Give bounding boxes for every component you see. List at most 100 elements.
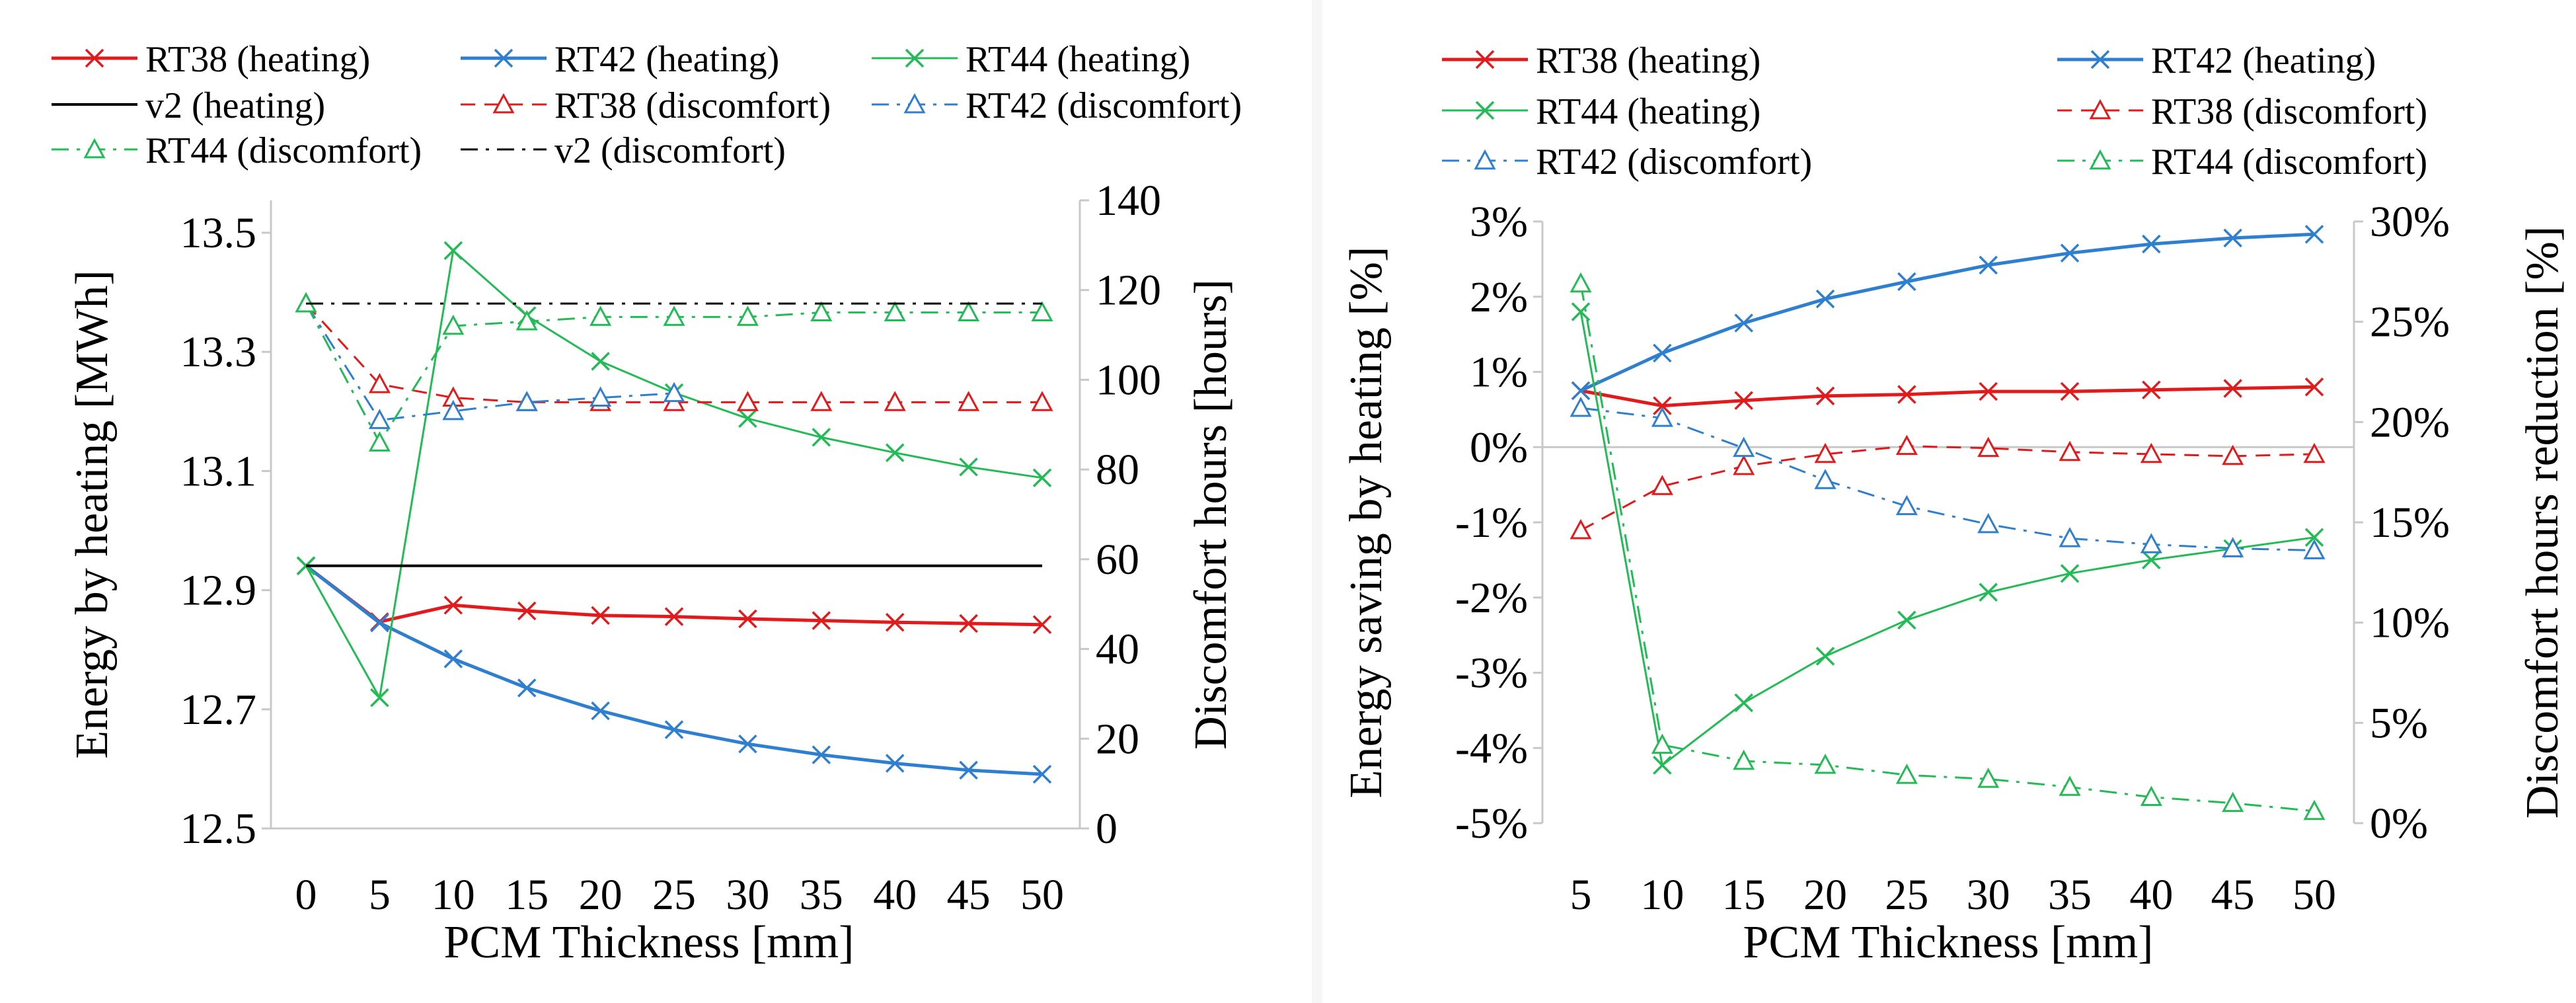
data-point-rt38-heating (812, 611, 831, 630)
series-rt42-heating (1571, 225, 2324, 401)
legend-label-rt38-discomfort: RT38 (discomfort) (2151, 91, 2427, 132)
legend-item-rt44-discomfort: RT44 (discomfort) (2057, 141, 2427, 182)
data-point-rt42-heating (1897, 272, 1916, 292)
left-tick-label: 13.3 (180, 328, 257, 376)
legend-marker-rt44-heating (905, 48, 925, 68)
legend: RT38 (heating) RT42 (heating) RT44 (heatin… (52, 39, 1242, 171)
x-tick-label: 20 (1803, 871, 1847, 919)
series-rt38-heating (296, 556, 1052, 634)
x-axis-title: PCM Thickness [mm] (1743, 917, 2154, 968)
x-tick-label: 0 (295, 871, 317, 919)
series-line-rt38-heating (1580, 385, 2315, 408)
data-point-rt38-heating (2304, 378, 2324, 397)
data-point-rt38-heating (1653, 396, 1672, 415)
left-tick-label: 13.1 (180, 447, 257, 495)
x-tick-label: 10 (1640, 871, 1684, 919)
data-point-rt44-discomfort (1733, 749, 1755, 770)
data-point-rt42-heating (959, 760, 978, 780)
panel-divider (1312, 0, 1322, 1003)
data-point-rt38-heating (1897, 385, 1916, 404)
data-point-rt38-discomfort (1651, 475, 1673, 495)
left-tick-label: 0% (1470, 423, 1528, 471)
data-point-rt38-discomfort (736, 391, 759, 411)
data-point-rt38-heating (443, 596, 463, 615)
data-point-rt44-discomfort (2140, 785, 2162, 806)
x-tick-label: 45 (947, 871, 991, 919)
data-point-rt42-discomfort (2303, 539, 2326, 559)
legend-marker-rt38-discomfort (492, 93, 515, 114)
legend-marker-rt42-discomfort (1474, 149, 1496, 170)
data-point-rt38-discomfort (2222, 444, 2244, 465)
x-tick-label: 10 (432, 871, 475, 919)
right-tick-label: 20% (2370, 398, 2450, 446)
data-point-rt38-discomfort (1570, 518, 1592, 540)
data-point-rt38-heating (1815, 386, 1835, 406)
series-rt42-discomfort (1570, 396, 2326, 559)
data-point-rt38-heating (738, 609, 757, 629)
left-axis-title: Energy saving by heating [%] (1341, 247, 1392, 799)
legend-item-v2-heating: v2 (heating) (52, 85, 325, 126)
legend-marker-rt38-heating (1475, 50, 1495, 69)
x-tick-label: 30 (1967, 871, 2010, 919)
data-point-rt44-discomfort (2222, 791, 2244, 813)
data-point-rt44-heating (738, 409, 757, 428)
data-point-rt42-discomfort (589, 386, 612, 407)
data-point-rt42-heating (1653, 343, 1672, 363)
legend-item-rt44-heating: RT44 (heating) (872, 39, 1190, 80)
legend-item-rt38-discomfort: RT38 (discomfort) (2057, 91, 2427, 132)
data-point-rt44-heating (591, 352, 610, 371)
data-point-rt38-discomfort (1733, 454, 1755, 475)
series-line-rt42-heating (305, 564, 1043, 776)
data-point-rt42-heating (2060, 243, 2080, 263)
legend-marker-rt42-heating (494, 48, 513, 68)
data-point-rt42-heating (664, 720, 684, 739)
data-point-rt44-discomfort (1895, 764, 1918, 784)
legend-label-rt42-heating: RT42 (heating) (554, 39, 779, 80)
data-point-rt42-heating (443, 649, 463, 668)
legend-label-rt42-discomfort: RT42 (discomfort) (966, 85, 1242, 126)
data-point-rt44-heating (1571, 302, 1591, 321)
data-point-rt38-heating (1734, 391, 1753, 410)
data-point-rt38-heating (664, 607, 684, 626)
data-point-rt42-heating (1979, 255, 1998, 275)
data-point-rt42-heating (370, 613, 389, 633)
data-point-rt44-heating (1032, 468, 1052, 487)
right-axis-title: Discomfort hours [hours] (1186, 279, 1236, 750)
legend-label-rt42-discomfort: RT42 (discomfort) (1536, 141, 1812, 182)
legend-item-rt38-heating: RT38 (heating) (1442, 40, 1761, 81)
data-point-rt44-heating (1897, 610, 1916, 630)
left-tick-label: -1% (1455, 499, 1528, 547)
series-line-rt44-heating (1579, 311, 2315, 766)
right-tick-label: 120 (1096, 266, 1161, 315)
series-rt44-discomfort (295, 292, 1053, 452)
data-point-rt42-discomfort (1895, 495, 1918, 516)
data-point-rt42-heating (591, 701, 610, 721)
data-point-rt42-heating (1571, 381, 1591, 401)
data-point-rt44-discomfort (810, 301, 833, 322)
legend-item-rt44-heating: RT44 (heating) (1442, 91, 1761, 132)
x-tick-label: 45 (2211, 871, 2255, 919)
left-tick-label: 12.5 (180, 805, 257, 853)
data-point-rt44-discomfort (663, 305, 685, 326)
data-point-rt38-discomfort (1031, 391, 1053, 411)
data-point-rt44-heating (885, 443, 905, 462)
data-point-rt38-discomfort (884, 391, 906, 411)
legend: RT38 (heating) RT42 (heating) RT44 (heatin… (1442, 40, 2427, 182)
x-tick-label: 15 (505, 871, 549, 919)
data-point-rt42-heating (885, 754, 905, 773)
data-point-rt44-discomfort (2059, 776, 2081, 796)
data-point-rt44-discomfort (368, 431, 391, 452)
data-point-rt44-discomfort (1814, 753, 1837, 774)
right-tick-label: 10% (2370, 599, 2450, 647)
right-tick-label: 5% (2370, 699, 2428, 747)
data-point-rt42-discomfort (1977, 512, 2000, 534)
left-tick-label: -5% (1455, 799, 1528, 848)
legend-label-v2-discomfort: v2 (discomfort) (554, 130, 786, 171)
data-point-rt44-discomfort (515, 310, 538, 331)
data-point-rt38-heating (1032, 615, 1052, 634)
data-point-rt42-heating (738, 734, 757, 754)
right-tick-label: 140 (1096, 177, 1161, 225)
series-rt38-heating (1571, 378, 2324, 415)
data-point-rt42-discomfort (368, 409, 391, 429)
data-point-rt38-heating (2060, 381, 2080, 401)
